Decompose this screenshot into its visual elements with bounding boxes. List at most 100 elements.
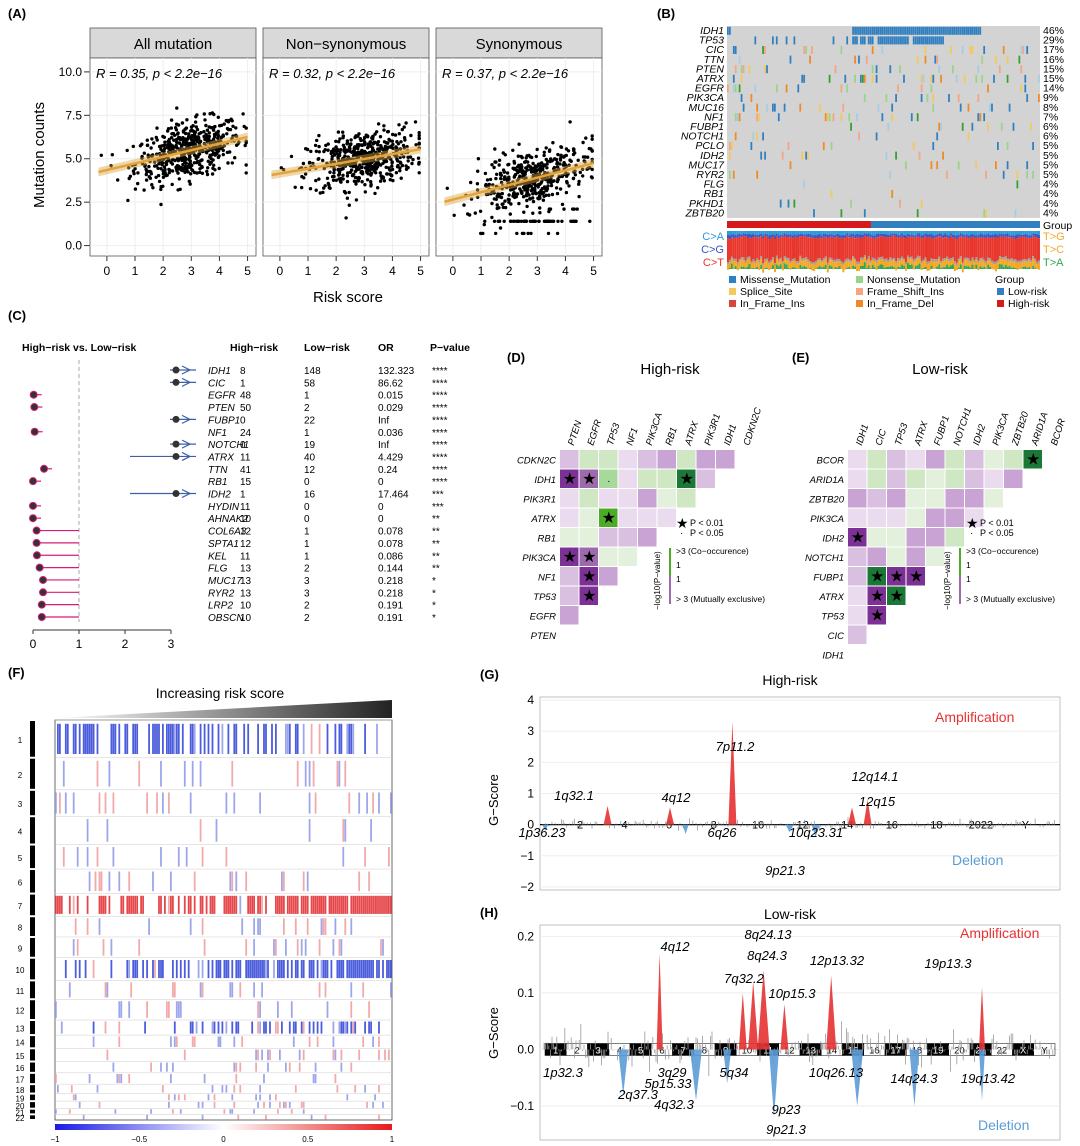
association-cell [696,469,715,488]
cnv-cell [269,1101,271,1108]
chromosome-label: 3 [18,800,23,809]
mutation-cell [834,65,837,74]
data-point [205,169,209,174]
cnv-cell [340,1062,343,1072]
mutation-cell [901,26,903,35]
cnv-cell [364,1021,366,1034]
spectrum-segment [805,234,808,237]
data-point [148,176,153,180]
spectrum-segment [997,268,999,269]
mutation-cell [756,132,759,141]
spectrum-segment [922,261,925,268]
scale-bottom-label: > 3 (Mutually exclusive) [676,594,765,604]
mutation-cell [729,142,731,150]
chromosome-label: 20 [954,1045,965,1056]
association-cell [599,528,618,547]
mutation-cell [895,36,897,45]
data-point [204,123,208,128]
cnv-cell [136,895,139,914]
spectrum-segment [828,260,831,266]
table-header: High−risk [230,342,278,354]
association-cell [984,450,1003,469]
spectrum-segment [746,234,749,239]
data-point [348,170,353,175]
cnv-cell [281,960,283,979]
data-point [386,156,390,160]
mutation-cell [734,65,737,74]
spectrum-segment [748,234,751,238]
data-point [164,173,168,178]
data-point [150,137,154,141]
data-point [529,170,534,174]
data-point [511,194,515,198]
gene-frequency: 5% [1043,159,1058,171]
spectrum-segment [822,234,825,237]
data-point [384,141,388,145]
data-point [559,145,564,149]
mutation-cell [732,84,735,93]
spectrum-segment [840,235,843,238]
cnv-cell [338,939,341,956]
cnv-cell [275,939,277,956]
spectrum-segment [920,263,923,270]
data-point [491,183,495,187]
data-point [524,194,529,198]
spectrum-segment [862,266,864,269]
data-point [144,178,149,182]
spectrum-segment [863,262,866,269]
spectrum-segment [740,231,743,235]
peak-annotation: 4q12 [662,790,692,805]
spectrum-segment [873,235,876,239]
mutation-cell [957,94,960,102]
spectrum-segment [1018,262,1021,269]
legend-swatch [856,288,863,295]
spectrum-segment [936,237,939,260]
spectrum-segment [936,261,939,267]
data-point [545,166,549,170]
cnv-cell [253,982,255,998]
cnv-cell [340,895,343,914]
spectrum-segment [815,235,817,238]
spectrum-segment [893,235,896,258]
spectrum-segment [936,234,939,238]
data-point [581,174,585,178]
spectrum-segment [862,260,864,266]
mutation-cell [1006,74,1009,83]
mutation-cell [828,113,831,122]
chromosome-label: 16 [16,1064,25,1073]
cnv-cell [255,1062,257,1072]
mutation-cell [899,65,901,74]
spectrum-segment [803,234,806,237]
high-risk-count: 13 [240,576,252,587]
cnv-cell [118,871,121,892]
spectrum-segment [828,265,831,269]
data-point [347,145,352,149]
spectrum-segment [912,262,915,270]
spectrum-segment [975,264,978,269]
cnv-cell [314,1074,317,1084]
data-point [398,147,403,151]
cnv-cell [255,960,257,979]
data-point [373,169,377,173]
mutation-cell [936,36,939,45]
data-point [485,178,490,182]
data-point [400,127,404,132]
mutation-cell [742,65,745,74]
data-point [577,194,581,199]
spectrum-segment [1028,235,1031,239]
data-point [353,146,357,150]
data-point [528,180,532,185]
data-point [126,198,130,203]
spectrum-segment [840,263,843,269]
x-tick-label: 5 [244,264,251,278]
significant-cell [579,547,598,566]
spectrum-segment [729,259,731,263]
mutation-cell [785,36,788,45]
mutation-cell [903,74,905,83]
cnv-cell [294,723,297,754]
spectrum-segment [895,261,898,264]
cnv-cell [136,960,139,979]
cnv-cell [376,960,378,979]
spectrum-segment [781,237,784,262]
mutation-cell [842,103,845,112]
